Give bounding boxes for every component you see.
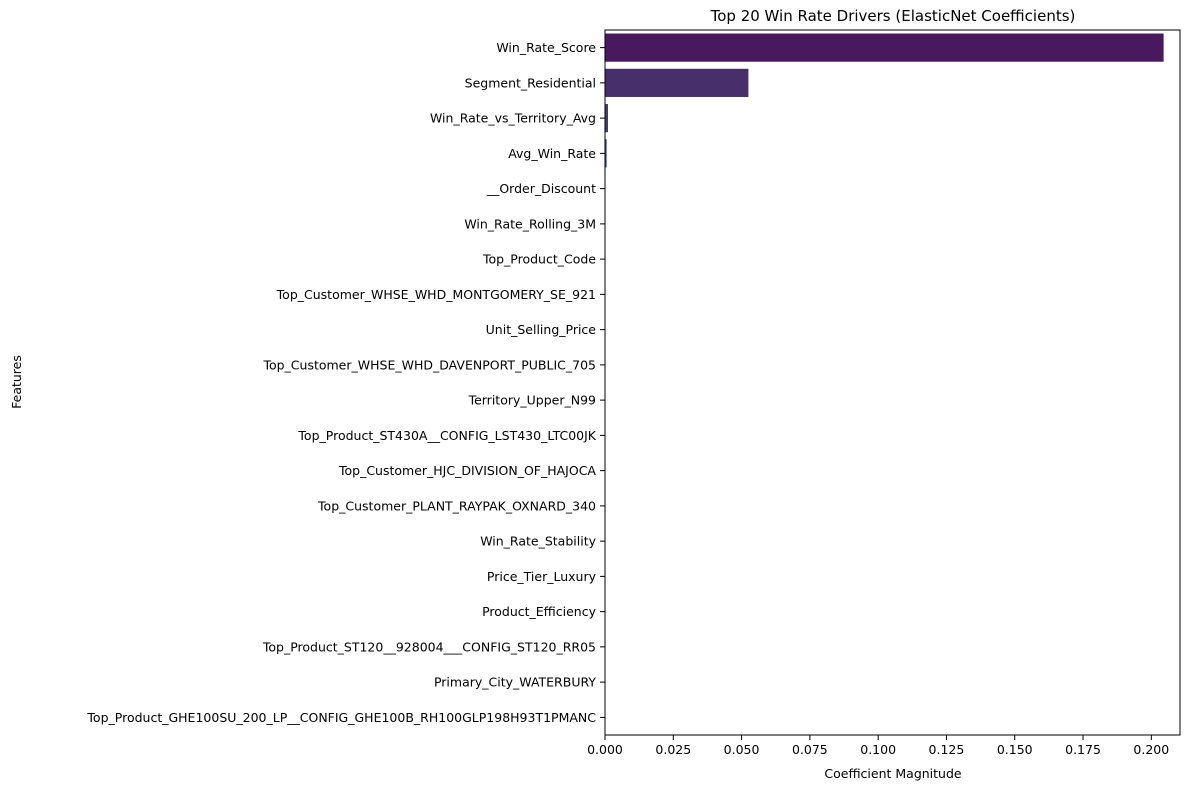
- x-tick-label-7: 0.175: [1065, 742, 1101, 757]
- x-tick-label-1: 0.025: [655, 742, 691, 757]
- y-tick-label-15: Price_Tier_Luxury: [487, 569, 597, 584]
- x-tick-label-2: 0.050: [724, 742, 760, 757]
- y-tick-label-12: Top_Customer_HJC_DIVISION_OF_HAJOCA: [338, 463, 596, 478]
- chart-title: Top 20 Win Rate Drivers (ElasticNet Coef…: [710, 7, 1076, 25]
- y-tick-label-13: Top_Customer_PLANT_RAYPAK_OXNARD_340: [317, 498, 596, 513]
- y-tick-label-0: Win_Rate_Score: [496, 40, 596, 55]
- y-tick-label-19: Top_Product_GHE100SU_200_LP__CONFIG_GHE1…: [86, 710, 596, 725]
- x-tick-label-0: 0.000: [587, 742, 623, 757]
- y-tick-label-3: Avg_Win_Rate: [508, 146, 596, 161]
- y-tick-label-2: Win_Rate_vs_Territory_Avg: [430, 111, 596, 126]
- y-tick-label-4: __Order_Discount: [486, 181, 596, 196]
- bar-2: [605, 104, 609, 133]
- bars-group: [605, 33, 1164, 379]
- bar-3: [605, 139, 607, 168]
- plot-frame: [604, 29, 1181, 736]
- x-tick-label-3: 0.075: [792, 742, 828, 757]
- x-axis-ticks: 0.000 0.025 0.050 0.075 0.100 0.125 0.150 0.175…: [587, 735, 1169, 757]
- x-tick-label-5: 0.125: [929, 742, 965, 757]
- y-tick-label-18: Primary_City_WATERBURY: [434, 675, 596, 690]
- y-axis-ticks: Win_Rate_Score Segment_Residential Win_Rat…: [86, 40, 605, 725]
- y-tick-label-11: Top_Product_ST430A__CONFIG_LST430_LTC00J…: [297, 428, 596, 443]
- x-tick-label-4: 0.100: [860, 742, 896, 757]
- y-axis-label: Features: [9, 355, 24, 409]
- y-tick-label-17: Top_Product_ST120__928004___CONFIG_ST120…: [262, 639, 596, 654]
- bar-0: [605, 33, 1164, 62]
- x-tick-label-8: 0.200: [1133, 742, 1169, 757]
- y-tick-label-16: Product_Efficiency: [482, 604, 597, 619]
- y-tick-label-1: Segment_Residential: [465, 75, 596, 90]
- y-tick-label-6: Top_Product_Code: [482, 252, 596, 267]
- y-tick-label-9: Top_Customer_WHSE_WHD_DAVENPORT_PUBLIC_7…: [262, 357, 596, 372]
- y-tick-label-10: Territory_Upper_N99: [468, 393, 596, 408]
- y-tick-label-5: Win_Rate_Rolling_3M: [464, 216, 596, 231]
- x-axis-label: Coefficient Magnitude: [824, 766, 962, 781]
- x-tick-label-6: 0.150: [997, 742, 1033, 757]
- y-tick-label-14: Win_Rate_Stability: [480, 534, 596, 549]
- y-tick-label-8: Unit_Selling_Price: [486, 322, 597, 337]
- y-tick-label-7: Top_Customer_WHSE_WHD_MONTGOMERY_SE_921: [276, 287, 596, 302]
- bar-1: [605, 68, 749, 97]
